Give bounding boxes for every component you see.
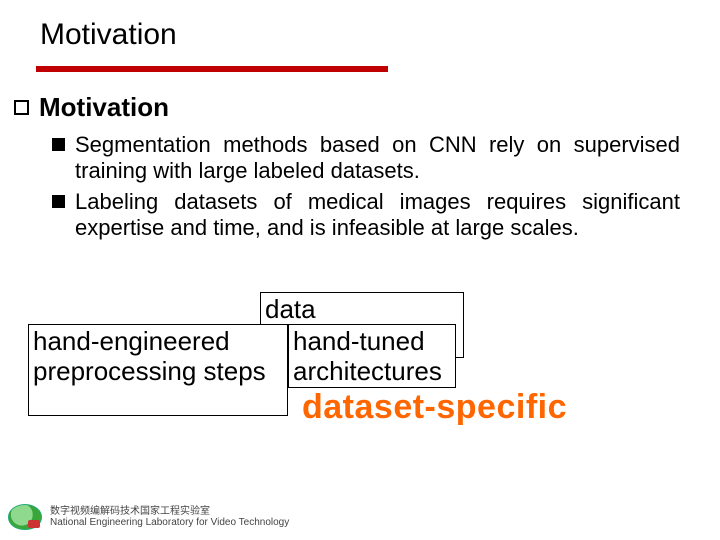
highlight-text: dataset-specific — [302, 388, 567, 427]
filled-square-bullet-icon — [52, 195, 65, 208]
bullet-text: Segmentation methods based on CNN rely o… — [75, 132, 680, 185]
footer: 数字视频编解码技术国家工程实验室 National Engineering La… — [8, 504, 289, 530]
footer-line2: National Engineering Laboratory for Vide… — [50, 517, 289, 528]
subheader-row: Motivation — [14, 92, 169, 123]
bullet-list: Segmentation methods based on CNN rely o… — [52, 132, 680, 246]
footer-line1: 数字视频编解码技术国家工程实验室 — [50, 506, 289, 517]
slide: Motivation Motivation Segmentation metho… — [0, 0, 720, 540]
text-box-preprocessing: hand-engineered preprocessing steps — [28, 324, 288, 416]
title-rule — [36, 66, 388, 72]
bullet-item: Segmentation methods based on CNN rely o… — [52, 132, 680, 185]
lab-logo-icon — [8, 504, 42, 530]
page-title: Motivation — [40, 18, 177, 52]
filled-square-bullet-icon — [52, 138, 65, 151]
open-square-bullet-icon — [14, 100, 29, 115]
footer-text: 数字视频编解码技术国家工程实验室 National Engineering La… — [50, 506, 289, 528]
text-box-architectures: hand-tuned architectures — [288, 324, 456, 388]
subheader-text: Motivation — [39, 92, 169, 123]
bullet-item: Labeling datasets of medical images requ… — [52, 189, 680, 242]
bullet-text: Labeling datasets of medical images requ… — [75, 189, 680, 242]
